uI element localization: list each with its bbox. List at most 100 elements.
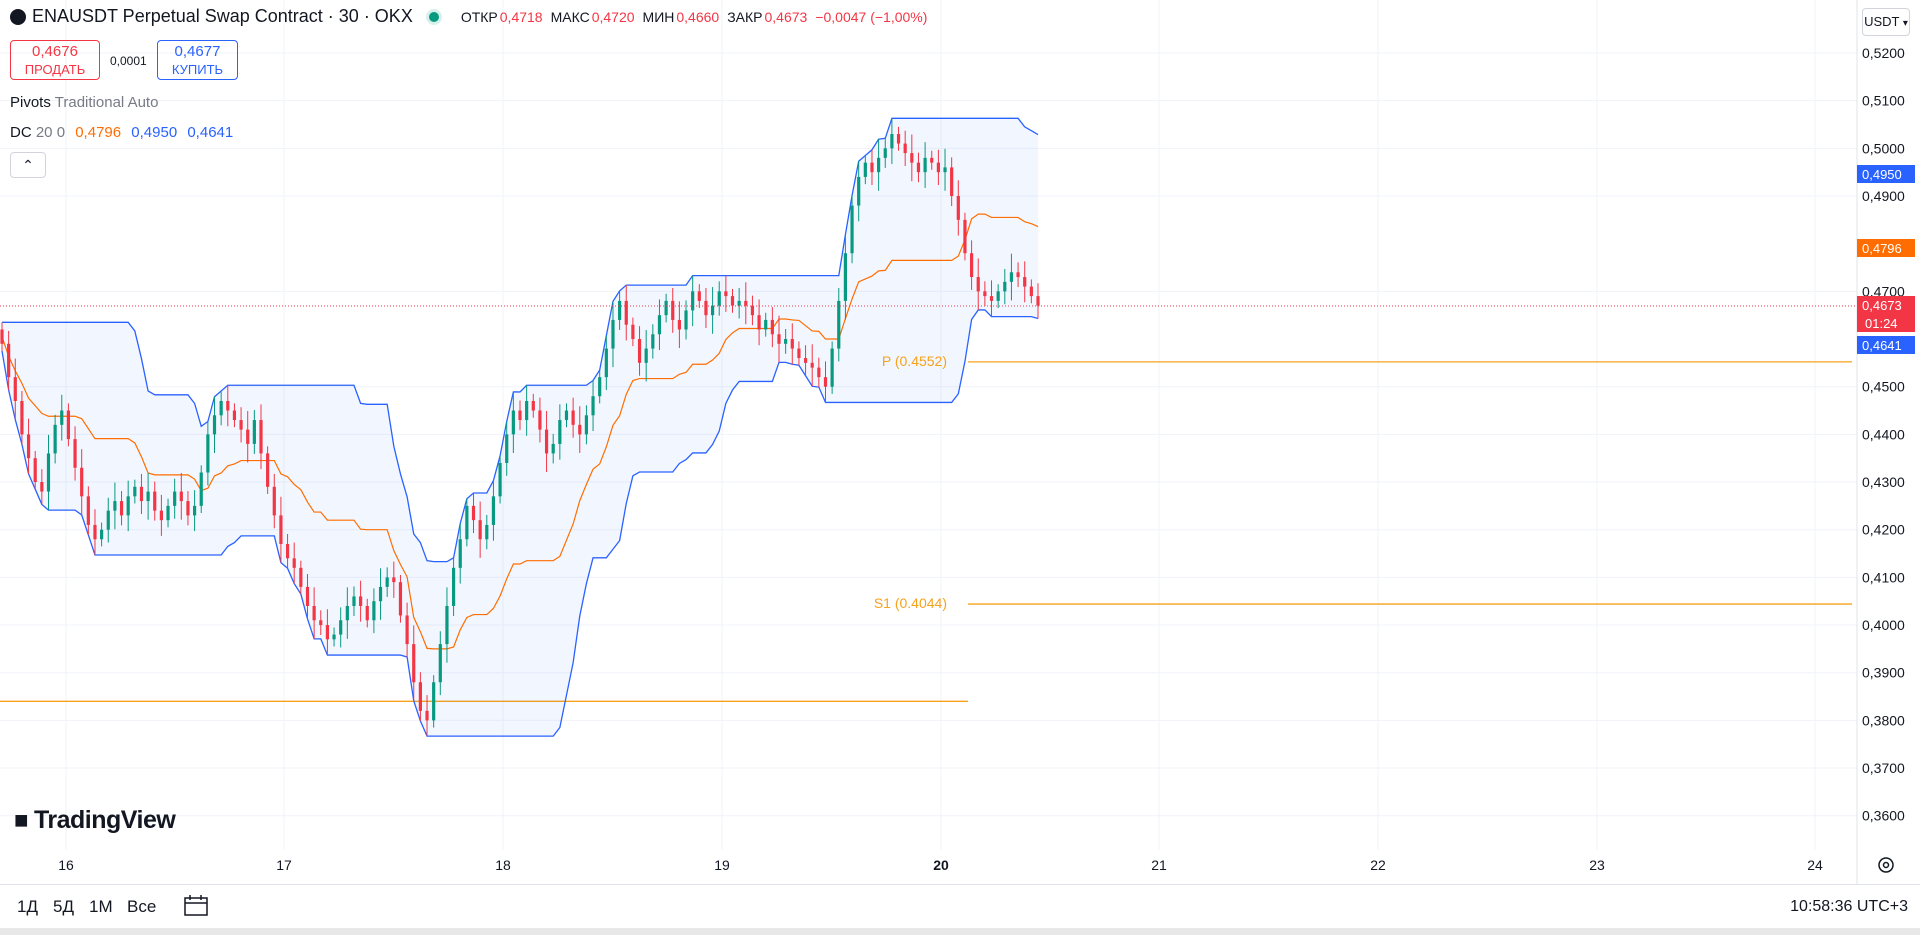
price-tag-mid: 0,4796 bbox=[1857, 239, 1915, 257]
candle-body bbox=[465, 505, 469, 540]
candle-body bbox=[206, 434, 210, 473]
time-tick-label: 20 bbox=[933, 857, 949, 873]
candle-body bbox=[505, 434, 509, 463]
dc-params: 20 0 bbox=[35, 124, 66, 141]
candle-body bbox=[252, 420, 256, 444]
candle-body bbox=[7, 343, 11, 378]
candle-body bbox=[412, 644, 416, 683]
time-tick-label: 22 bbox=[1370, 857, 1386, 873]
candle-body bbox=[212, 415, 217, 435]
candle-body bbox=[544, 429, 549, 454]
dc-legend[interactable]: DC 20 0 0,4796 0,4950 0,4641 bbox=[10, 124, 233, 141]
candle-body bbox=[571, 410, 575, 425]
low-value: 0,4660 bbox=[676, 8, 720, 25]
candle-body bbox=[73, 439, 77, 468]
candle-body bbox=[285, 544, 290, 559]
candle-body bbox=[458, 539, 462, 568]
candle-body bbox=[531, 400, 535, 411]
collapse-legend-button[interactable]: ⌃ bbox=[10, 152, 46, 178]
tradingview-logo: ■ TradingView bbox=[14, 806, 176, 835]
pivots-legend[interactable]: Pivots Traditional Auto bbox=[10, 94, 158, 111]
calendar-icon[interactable] bbox=[184, 895, 210, 922]
candle-body bbox=[259, 420, 263, 454]
candle-body bbox=[26, 434, 31, 459]
candle-body bbox=[153, 491, 157, 511]
svg-text:0,4673: 0,4673 bbox=[1862, 298, 1902, 313]
dc-lower-value: 0,4641 bbox=[187, 124, 234, 141]
candle-body bbox=[724, 291, 728, 297]
price-tag-lower: 0,4641 bbox=[1857, 336, 1915, 354]
candle-body bbox=[232, 410, 237, 421]
candle-body bbox=[385, 577, 389, 587]
svg-text:0,4950: 0,4950 bbox=[1862, 167, 1902, 182]
candle-body bbox=[877, 157, 881, 173]
candle-body bbox=[710, 305, 715, 316]
okx-logo-icon bbox=[10, 8, 26, 25]
candle-body bbox=[46, 453, 51, 492]
open-value: 0,4718 bbox=[499, 8, 543, 25]
candle-body bbox=[963, 219, 967, 254]
candle-body bbox=[325, 625, 330, 640]
dc-name: DC bbox=[10, 124, 32, 141]
candle-body bbox=[100, 529, 104, 540]
sell-label: ПРОДАТЬ bbox=[24, 62, 86, 77]
sell-button[interactable]: 0,4676 ПРОДАТЬ bbox=[10, 40, 100, 80]
candle-body bbox=[525, 400, 529, 421]
currency-label: USDT bbox=[1864, 14, 1900, 29]
candle-body bbox=[870, 162, 874, 173]
candle-body bbox=[564, 410, 569, 421]
candle-body bbox=[558, 420, 562, 444]
candle-body bbox=[730, 296, 735, 306]
range-all-button[interactable]: Все bbox=[127, 897, 157, 916]
high-label: МАКС bbox=[550, 8, 590, 25]
candle-body bbox=[445, 605, 449, 645]
candle-body bbox=[1029, 286, 1033, 297]
candle-body bbox=[113, 501, 117, 511]
currency-select[interactable]: USDT ▾ bbox=[1862, 8, 1910, 36]
range-1m-button[interactable]: 1М bbox=[89, 897, 113, 916]
candle-body bbox=[352, 596, 356, 606]
chevron-down-icon: ▾ bbox=[1902, 18, 1908, 29]
buy-price: 0,4677 bbox=[174, 43, 221, 60]
candle-body bbox=[86, 496, 90, 525]
candle-body bbox=[518, 410, 522, 421]
candle-body bbox=[398, 582, 403, 616]
candle-body bbox=[40, 482, 44, 492]
candle-body bbox=[664, 300, 668, 316]
symbol-title[interactable]: ENAUSDT Perpetual Swap Contract · 30 · O… bbox=[32, 6, 413, 26]
candlesticks bbox=[0, 118, 1040, 737]
candle-body bbox=[903, 143, 907, 154]
candle-body bbox=[498, 462, 502, 497]
candle-body bbox=[551, 443, 555, 454]
time-tick-label: 21 bbox=[1151, 857, 1167, 873]
candle-body bbox=[239, 420, 243, 430]
candle-body bbox=[644, 348, 648, 363]
range-1d-button[interactable]: 1Д bbox=[17, 897, 38, 916]
candle-body bbox=[916, 162, 921, 173]
candle-body bbox=[989, 296, 994, 301]
candle-body bbox=[438, 644, 442, 683]
high-value: 0,4720 bbox=[591, 8, 635, 25]
price-tick-label: 0,4500 bbox=[1862, 379, 1905, 395]
range-5d-button[interactable]: 5Д bbox=[53, 897, 74, 916]
candle-body bbox=[359, 596, 363, 606]
change-value: −0,0047 (−1,00%) bbox=[815, 8, 928, 25]
candle-body bbox=[425, 710, 429, 721]
dc-mid-value: 0,4796 bbox=[75, 124, 122, 141]
candle-body bbox=[339, 620, 343, 635]
candle-body bbox=[13, 377, 17, 401]
candle-body bbox=[392, 577, 396, 583]
candle-body bbox=[784, 339, 788, 344]
candle-body bbox=[578, 424, 582, 435]
candle-body bbox=[817, 367, 821, 378]
buy-button[interactable]: 0,4677 КУПИТЬ bbox=[157, 40, 238, 80]
candle-body bbox=[837, 300, 841, 349]
open-label: ОТКР bbox=[460, 8, 498, 25]
clock[interactable]: 10:58:36 UTC+3 bbox=[1790, 898, 1908, 915]
chart-settings-icon[interactable] bbox=[1878, 857, 1894, 873]
price-tick-label: 0,4300 bbox=[1862, 474, 1905, 490]
candle-body bbox=[1023, 277, 1027, 287]
candle-body bbox=[66, 410, 71, 440]
candle-body bbox=[910, 153, 914, 163]
